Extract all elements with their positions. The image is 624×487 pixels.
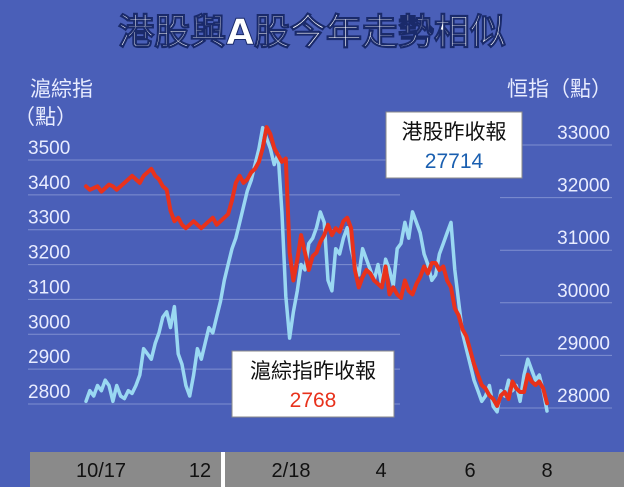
right-axis-title: 恒指（點） bbox=[507, 77, 612, 101]
hsi-series-line bbox=[84, 125, 549, 414]
chart-title: 港股與A股今年走勢相似 bbox=[118, 12, 506, 53]
shci-callout-value: 2768 bbox=[290, 389, 337, 412]
shci-series-line bbox=[84, 125, 549, 408]
shci-callout: 滬綜指昨收報 2768 bbox=[231, 350, 395, 418]
right-tick-label: 28000 bbox=[557, 386, 610, 407]
shci-callout-box bbox=[231, 350, 395, 418]
left-tick-label: 3000 bbox=[28, 312, 70, 333]
x-axis-year-divider bbox=[221, 452, 225, 487]
x-tick-label: 4 bbox=[375, 460, 386, 482]
right-tick-label: 29000 bbox=[557, 333, 610, 354]
left-axis-ticks: 2800 2900 3000 3100 3200 3300 3400 3500 bbox=[28, 138, 70, 403]
x-tick-label: 12 bbox=[189, 460, 211, 482]
right-tick-label: 31000 bbox=[557, 228, 610, 249]
left-tick-label: 3400 bbox=[28, 173, 70, 194]
x-tick-label: 10/17 bbox=[76, 460, 126, 482]
right-axis-ticks: 28000 29000 30000 31000 32000 33000 bbox=[557, 123, 610, 407]
hsi-callout: 港股昨收報 27714 bbox=[385, 111, 523, 179]
left-tick-label: 3500 bbox=[28, 138, 70, 159]
x-axis-band bbox=[30, 452, 624, 487]
left-tick-label: 2900 bbox=[28, 347, 70, 368]
hsi-callout-label: 港股昨收報 bbox=[402, 120, 507, 144]
hsi-callout-box bbox=[385, 111, 523, 179]
left-tick-label: 3100 bbox=[28, 277, 70, 298]
left-tick-label: 2800 bbox=[28, 382, 70, 403]
gridlines bbox=[28, 144, 612, 409]
left-tick-label: 3300 bbox=[28, 208, 70, 229]
hsi-callout-value: 27714 bbox=[425, 150, 484, 173]
left-axis-title-line2: （點） bbox=[14, 105, 77, 129]
x-tick-label: 6 bbox=[464, 460, 475, 482]
x-tick-label: 8 bbox=[541, 460, 552, 482]
right-tick-label: 33000 bbox=[557, 123, 610, 144]
series-group bbox=[84, 125, 549, 414]
shci-callout-label: 滬綜指昨收報 bbox=[250, 359, 376, 383]
right-tick-label: 30000 bbox=[557, 281, 610, 302]
x-axis-ticks: 10/17 12 2/18 4 6 8 bbox=[76, 460, 553, 482]
left-tick-label: 3200 bbox=[28, 243, 70, 264]
x-tick-label: 2/18 bbox=[272, 460, 311, 482]
right-tick-label: 32000 bbox=[557, 176, 610, 197]
left-axis-title-line1: 滬綜指 bbox=[30, 77, 93, 101]
